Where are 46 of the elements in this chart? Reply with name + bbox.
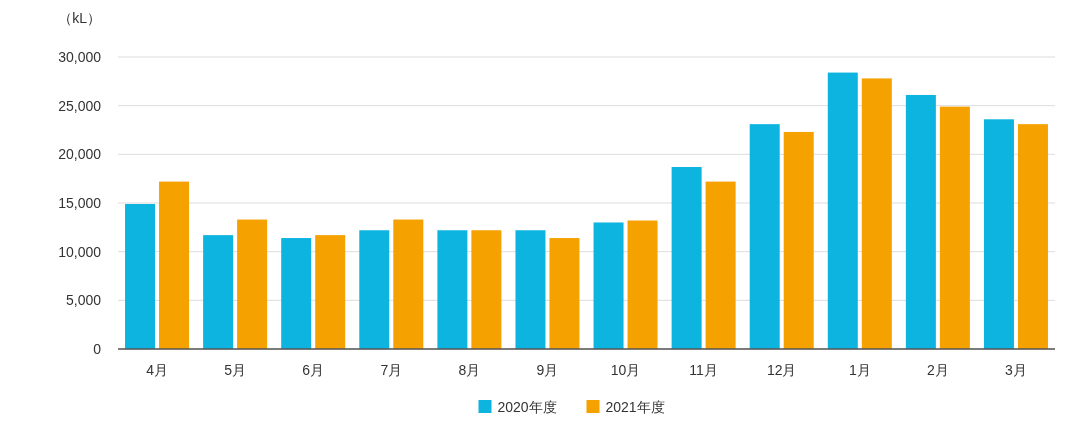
bar <box>237 219 268 349</box>
x-tick-label: 11月 <box>689 362 718 378</box>
legend-label: 2020年度 <box>497 399 557 415</box>
y-tick-label: 15,000 <box>58 195 102 211</box>
bar <box>281 238 312 349</box>
bar <box>471 230 502 349</box>
x-tick-label: 3月 <box>1005 362 1027 378</box>
bar <box>861 78 892 349</box>
y-tick-label: 25,000 <box>58 97 102 114</box>
x-tick-label: 1月 <box>848 362 871 378</box>
bar <box>705 181 736 349</box>
bar <box>1017 124 1048 349</box>
y-axis-title: （kL） <box>58 10 101 26</box>
y-tick-label: 20,000 <box>58 146 102 163</box>
bar <box>203 235 234 349</box>
bar <box>827 72 858 349</box>
bar <box>939 106 970 349</box>
legend-label: 2021年度 <box>605 399 665 415</box>
bar <box>593 222 624 349</box>
x-tick-label: 2月 <box>926 362 949 378</box>
bar <box>627 220 658 349</box>
x-tick-label: 8月 <box>458 362 481 378</box>
x-tick-label: 12月 <box>766 362 797 378</box>
bar <box>549 238 580 349</box>
bar <box>437 230 468 349</box>
x-tick-label: 5月 <box>224 362 247 378</box>
bar <box>359 230 390 349</box>
y-tick-label: 5,000 <box>65 292 102 309</box>
bar <box>905 94 936 349</box>
bar <box>315 235 346 349</box>
x-tick-label: 4月 <box>146 362 168 378</box>
y-tick-label: 0 <box>93 341 102 357</box>
y-tick-label: 30,000 <box>58 49 102 65</box>
x-tick-label: 9月 <box>536 362 559 378</box>
x-tick-label: 7月 <box>380 362 403 378</box>
x-tick-label: 10月 <box>610 362 641 378</box>
bar <box>125 203 156 349</box>
x-tick-label: 6月 <box>302 362 325 378</box>
bar <box>159 181 190 349</box>
bar <box>783 131 814 349</box>
bar <box>393 219 424 349</box>
bar <box>983 119 1014 349</box>
bar <box>515 230 546 349</box>
bar <box>671 166 702 349</box>
bar <box>749 124 780 349</box>
y-tick-label: 10,000 <box>58 243 102 260</box>
